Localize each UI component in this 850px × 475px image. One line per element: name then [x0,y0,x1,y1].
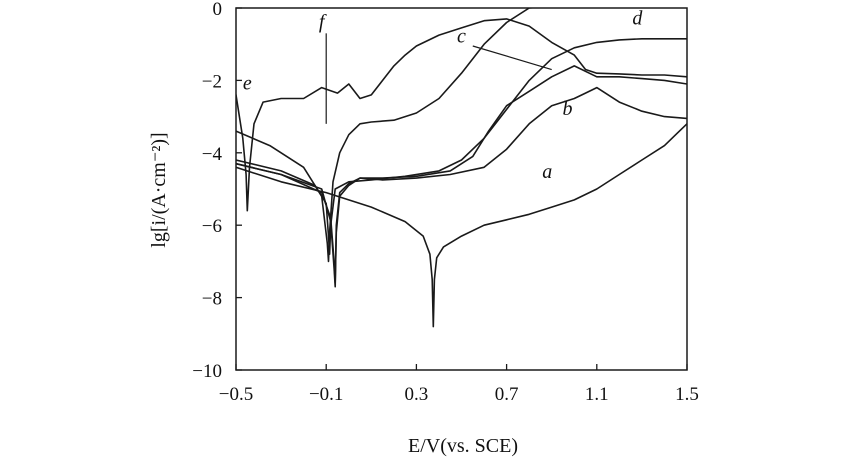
series-line-f [236,8,540,263]
series-layer [236,8,687,328]
y-tick-label: −4 [202,144,223,165]
curve-labels: a b c d e f [243,7,644,183]
curve-label-b: b [562,98,572,120]
x-tick-label: 1.1 [585,384,609,405]
x-axis-ticks: −0.5 −0.1 0.3 0.7 1.1 1.5 [219,364,699,405]
leader-line-c [472,45,552,71]
series-line-a [236,123,687,328]
plot-frame [235,7,688,371]
x-tick-label: 0.3 [405,384,429,405]
x-axis-label: E/V(vs. SCE) [408,435,518,457]
y-tick-label: −2 [202,71,222,92]
curve-label-c: c [457,25,466,47]
series-line-e [236,18,687,212]
curve-label-a: a [542,161,552,183]
curve-label-d: d [632,7,643,29]
y-tick-label: −10 [192,361,222,382]
y-tick-label: −8 [202,289,222,310]
y-axis-ticks: 0 −2 −4 −6 −8 −10 [192,0,242,382]
y-axis-label: lg[i/(A·cm⁻²)] [148,132,170,247]
y-tick-label: −6 [202,216,222,237]
curve-label-f: f [319,11,327,33]
x-tick-label: 0.7 [495,384,519,405]
series-line-b [236,86,687,284]
series-line-c [236,65,687,288]
curve-label-e: e [243,72,252,94]
x-tick-label: 1.5 [675,384,699,405]
series-line-d [236,38,687,255]
x-tick-label: −0.5 [219,384,253,405]
y-tick-label: 0 [213,0,223,20]
x-tick-label: −0.1 [309,384,343,405]
